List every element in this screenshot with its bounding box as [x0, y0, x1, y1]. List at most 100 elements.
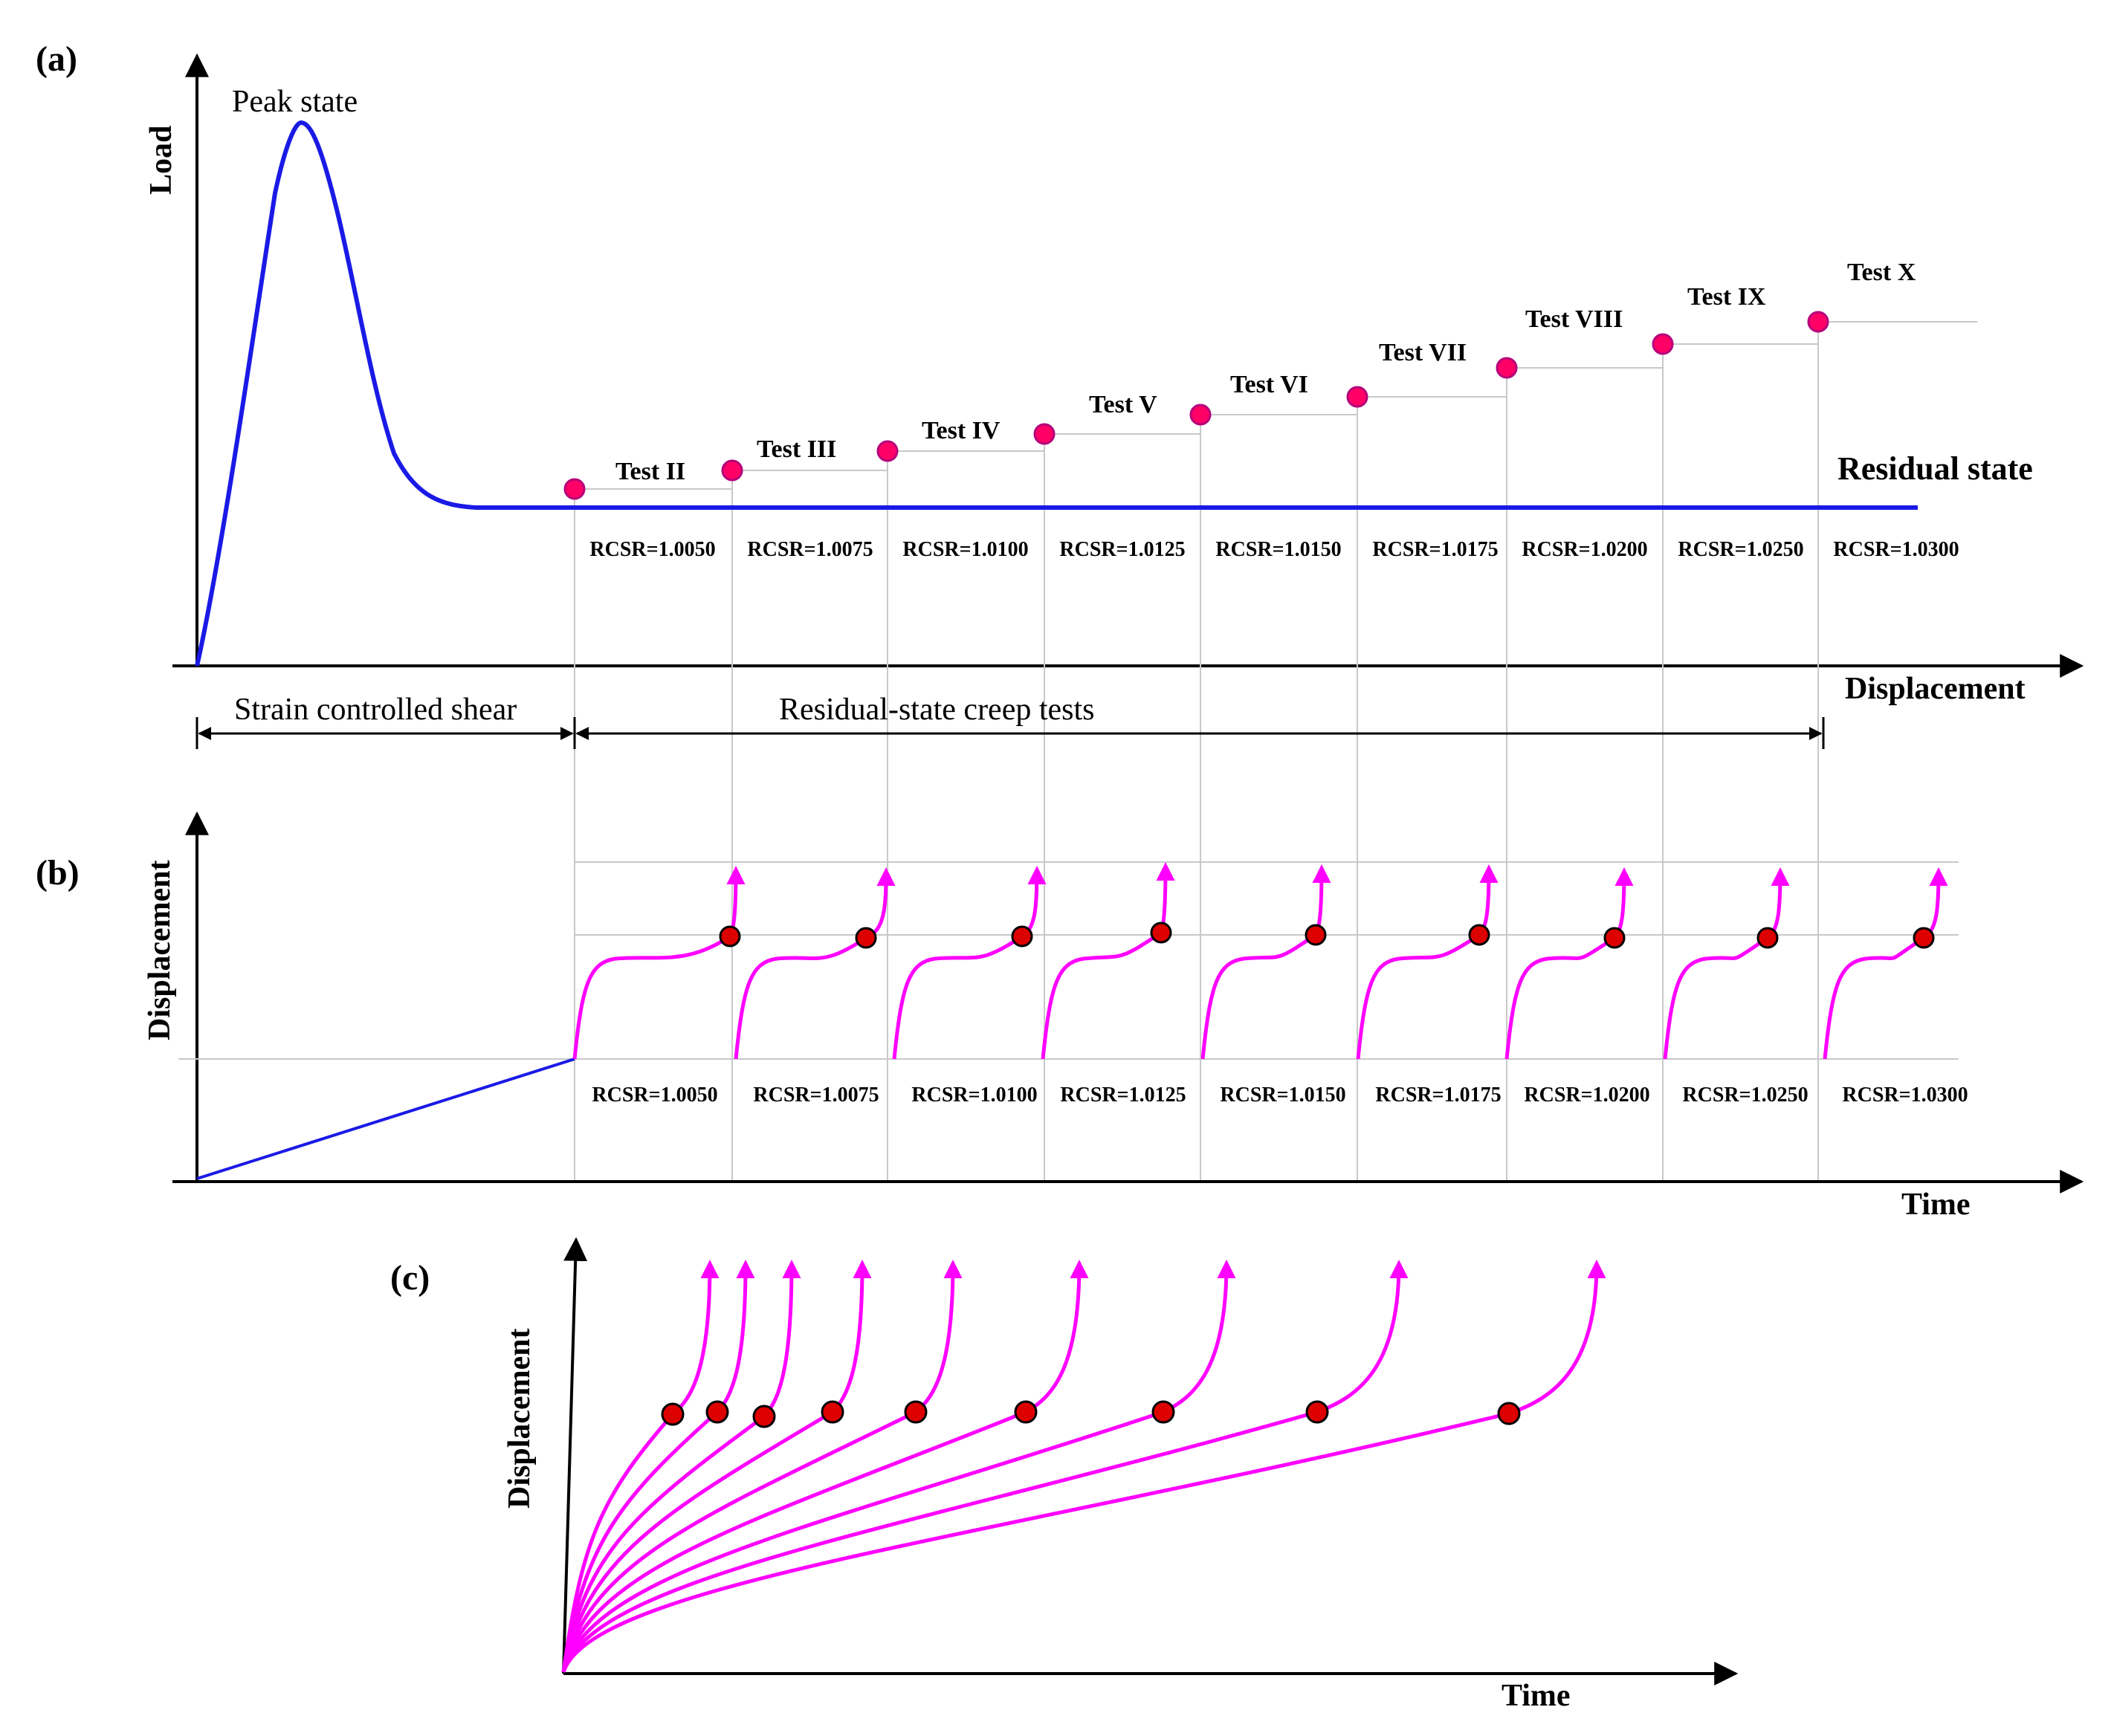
creep-curve	[561, 1411, 1510, 1673]
failure-onset-point	[904, 1400, 928, 1424]
tertiary-creep-arrow	[914, 1260, 963, 1413]
shear-phase-label: Strain controlled shear	[234, 693, 517, 727]
creep-start-point	[1033, 423, 1056, 445]
peak-state-label: Peak state	[232, 85, 358, 119]
failure-onset-point	[1497, 1402, 1521, 1425]
failure-onset-point	[855, 927, 877, 949]
rcsr-label: RCSR=1.0250	[1682, 1084, 1808, 1107]
rcsr-label: RCSR=1.0200	[1522, 538, 1647, 561]
rcsr-label: RCSR=1.0050	[589, 538, 715, 561]
rcsr-label: RCSR=1.0125	[1060, 1084, 1186, 1107]
failure-onset-point	[1756, 927, 1779, 949]
rcsr-label: RCSR=1.0200	[1524, 1084, 1649, 1107]
failure-onset-point	[1011, 925, 1033, 948]
creep-curve	[1663, 936, 1769, 1060]
panel-b-y-title: Displacement	[143, 860, 177, 1040]
creep-curve	[561, 1410, 917, 1673]
creep-start-point	[563, 478, 586, 500]
test-label: Test V	[1089, 391, 1157, 418]
panel-b-grid	[178, 861, 1959, 1060]
rcsr-label: RCSR=1.0150	[1215, 538, 1341, 561]
rcsr-label: RCSR=1.0175	[1375, 1084, 1501, 1107]
failure-onset-point	[821, 1400, 844, 1424]
creep-phase-label: Residual-state creep tests	[779, 693, 1095, 727]
rcsr-label: RCSR=1.0100	[911, 1084, 1037, 1107]
panel-a-load-steps	[575, 321, 1977, 490]
panel-a: (a) Load Displacement Peak state Residua…	[36, 39, 2084, 1182]
creep-curve	[561, 1414, 766, 1673]
creep-start-point	[1807, 311, 1829, 333]
load-displacement-curve	[195, 120, 1918, 667]
failure-onset-point	[1151, 1400, 1175, 1424]
panel-a-x-title: Displacement	[1845, 672, 2026, 706]
tertiary-creep-arrow	[716, 1260, 755, 1413]
creep-start-point	[721, 459, 743, 482]
failure-onset-point	[1305, 1400, 1329, 1424]
failure-onset-point	[1913, 927, 1935, 949]
rcsr-label: RCSR=1.0300	[1842, 1084, 1968, 1107]
creep-curve	[561, 1410, 1164, 1673]
rcsr-label: RCSR=1.0150	[1220, 1084, 1345, 1107]
panel-b-x-title: Time	[1901, 1188, 1971, 1222]
failure-onset-point	[719, 925, 741, 948]
test-label: Test II	[615, 458, 685, 485]
failure-onset-point	[1014, 1400, 1038, 1424]
failure-onset-point	[1603, 927, 1626, 949]
panel-b-creep-curves	[572, 862, 1948, 1060]
creep-curve	[1356, 933, 1481, 1060]
failure-onset-point	[661, 1402, 685, 1426]
residual-state-label: Residual state	[1837, 450, 2033, 487]
creep-start-point	[1496, 357, 1518, 379]
tertiary-creep-arrow	[671, 1260, 720, 1416]
panel-a-test-labels: Test II Test III Test IV Test V Test VI Test …	[615, 259, 1916, 485]
test-label: Test III	[757, 435, 836, 463]
panel-c-y-axis	[562, 1237, 588, 1674]
panel-a-y-title: Load	[144, 126, 178, 195]
panel-c: (c) Displacement Time	[390, 1237, 1739, 1713]
creep-curve	[1041, 930, 1163, 1060]
panel-a-label: (a)	[36, 39, 77, 79]
panel-c-y-title: Displacement	[502, 1328, 537, 1509]
creep-start-point	[1346, 386, 1368, 408]
failure-onset-point	[1305, 924, 1327, 946]
creep-curve	[734, 936, 867, 1060]
panel-a-rcsr-labels: RCSR=1.0050 RCSR=1.0075 RCSR=1.0100 RCSR=1.…	[589, 538, 1959, 561]
failure-onset-point	[752, 1405, 776, 1428]
panel-a-grid	[574, 322, 1819, 1182]
panel-b: (b) Displacement Time RCSR=1.0050 RCSR=1.…	[36, 811, 2084, 1222]
test-label: Test VII	[1379, 339, 1467, 366]
creep-curve	[561, 1410, 719, 1673]
panel-c-creep-curves	[561, 1260, 1606, 1673]
test-label: Test IV	[922, 417, 1001, 444]
failure-onset-point	[1468, 924, 1490, 946]
creep-curve	[1200, 933, 1317, 1060]
tertiary-creep-arrow	[1316, 1260, 1409, 1414]
creep-start-point	[1189, 404, 1212, 426]
failure-onset-point	[705, 1400, 729, 1424]
tertiary-creep-arrow	[1508, 1260, 1606, 1416]
tertiary-creep-arrow	[763, 1260, 801, 1418]
panel-a-creep-points	[563, 311, 1829, 500]
test-label: Test IX	[1687, 283, 1766, 311]
test-label: Test X	[1847, 259, 1916, 286]
panel-b-rcsr-labels: RCSR=1.0050 RCSR=1.0075 RCSR=1.0100 RCSR=1.…	[592, 1084, 1968, 1107]
rcsr-label: RCSR=1.0050	[592, 1084, 717, 1107]
rcsr-label: RCSR=1.0300	[1833, 538, 1959, 561]
creep-curve	[1823, 936, 1925, 1060]
creep-start-point	[1652, 333, 1674, 355]
creep-start-point	[876, 440, 899, 462]
failure-onset-point	[1150, 922, 1172, 944]
creep-curve	[561, 1410, 834, 1673]
rcsr-label: RCSR=1.0075	[747, 538, 873, 561]
panel-c-x-title: Time	[1502, 1679, 1571, 1713]
test-label: Test VIII	[1525, 305, 1623, 333]
rcsr-label: RCSR=1.0075	[753, 1084, 879, 1107]
creep-curve	[561, 1410, 1318, 1673]
rcsr-label: RCSR=1.0175	[1372, 538, 1498, 561]
rcsr-label: RCSR=1.0100	[902, 538, 1028, 561]
tertiary-creep-arrow	[1162, 1260, 1236, 1414]
panel-b-label: (b)	[36, 853, 80, 893]
panel-c-label: (c)	[390, 1258, 430, 1298]
test-label: Test VI	[1230, 371, 1308, 398]
